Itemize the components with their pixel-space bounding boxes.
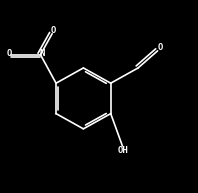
Text: O: O xyxy=(158,43,163,52)
Text: OH: OH xyxy=(118,146,129,155)
Text: N: N xyxy=(40,49,45,58)
Text: O: O xyxy=(7,49,12,58)
Text: O: O xyxy=(50,26,56,35)
